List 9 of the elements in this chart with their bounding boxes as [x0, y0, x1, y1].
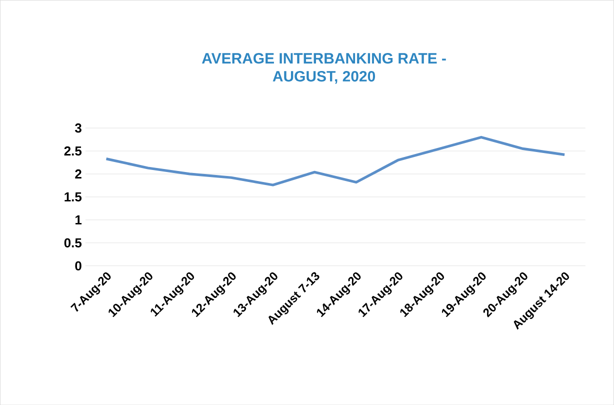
y-tick-label: 0.5: [64, 238, 82, 248]
y-tick-label: 0: [75, 261, 82, 270]
y-tick-label: 3: [74, 123, 82, 133]
y-tick-label: 2.5: [64, 146, 82, 156]
line-series: [104, 136, 566, 186]
y-tick-label: 2: [75, 169, 82, 178]
chart-title: AVERAGE INTERBANKING RATE - AUGUST, 2020: [202, 52, 446, 84]
y-tick-label: 1: [75, 215, 82, 224]
y-tick-label: 1.5: [64, 192, 82, 202]
